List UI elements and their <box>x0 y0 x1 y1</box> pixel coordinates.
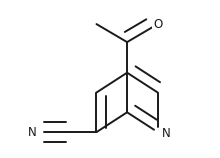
Text: N: N <box>162 127 171 140</box>
Text: N: N <box>28 126 36 139</box>
Text: O: O <box>153 18 162 31</box>
